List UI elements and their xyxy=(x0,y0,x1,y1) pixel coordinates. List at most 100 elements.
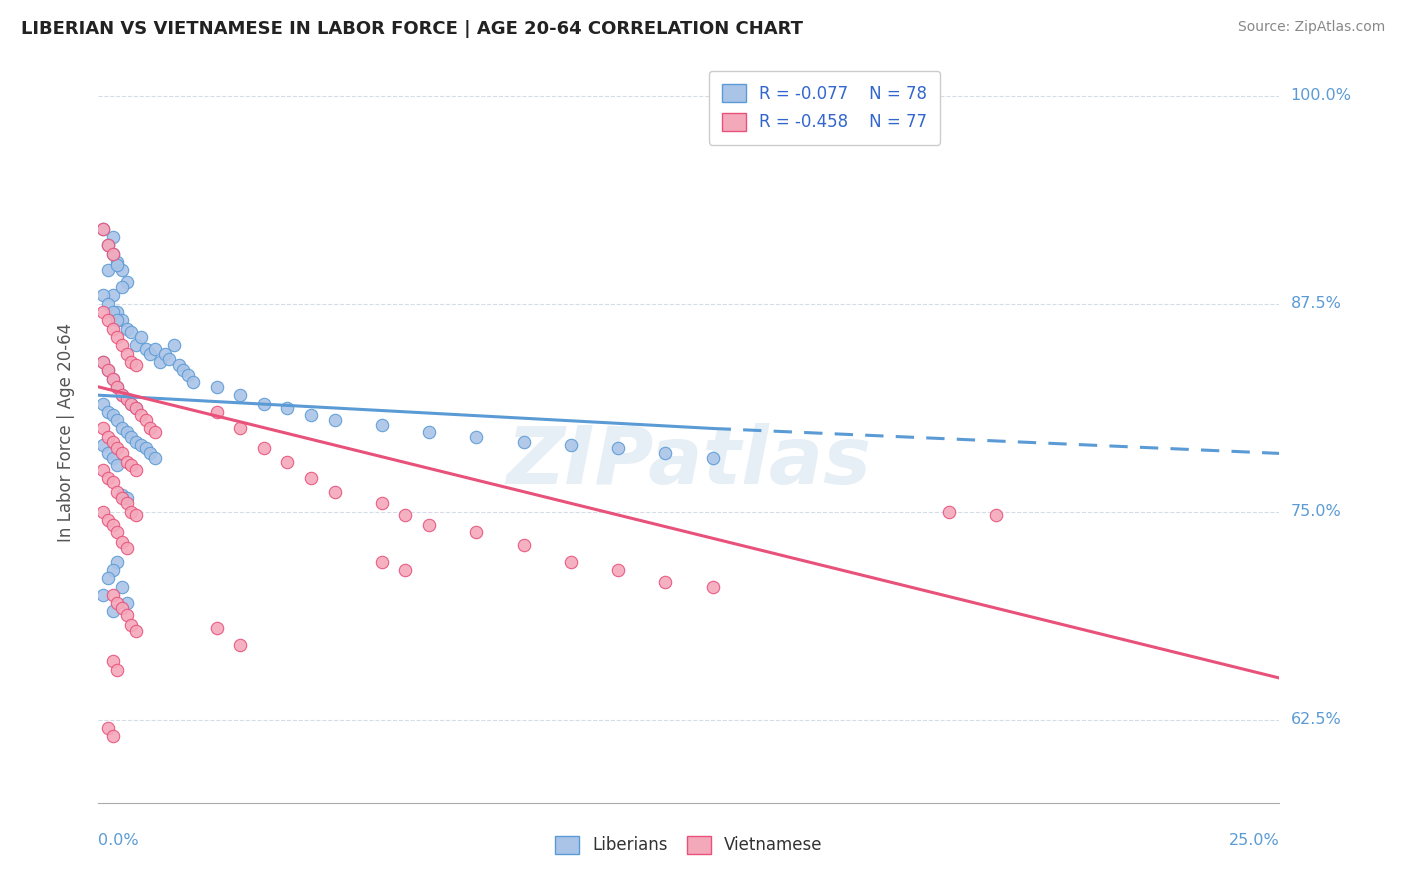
Point xyxy=(371,496,394,510)
Point xyxy=(139,446,162,460)
Point xyxy=(111,388,134,402)
Point xyxy=(105,442,128,456)
Point xyxy=(129,330,152,344)
Point xyxy=(135,442,157,456)
Point xyxy=(105,413,128,427)
Point xyxy=(418,518,440,533)
Point xyxy=(143,425,166,439)
Point xyxy=(125,434,148,449)
Point xyxy=(323,484,346,499)
Point xyxy=(101,305,124,319)
Point xyxy=(205,621,228,635)
Point xyxy=(121,617,143,632)
Point xyxy=(125,338,148,352)
Text: 87.5%: 87.5% xyxy=(1291,296,1341,311)
Point xyxy=(105,663,128,677)
Point xyxy=(796,821,818,835)
Point xyxy=(111,313,134,327)
Point xyxy=(91,355,114,369)
Point xyxy=(139,346,162,360)
Point xyxy=(101,605,124,619)
Point xyxy=(125,624,148,639)
Point xyxy=(97,363,120,377)
Point xyxy=(111,534,134,549)
Point xyxy=(121,505,143,519)
Point xyxy=(115,455,138,469)
Point xyxy=(105,305,128,319)
Point xyxy=(172,363,194,377)
Point xyxy=(253,396,276,410)
Point xyxy=(560,438,582,452)
Point xyxy=(276,455,298,469)
Point xyxy=(97,571,120,585)
Point xyxy=(111,338,134,352)
Point xyxy=(229,638,252,652)
Point xyxy=(97,238,120,252)
Text: Source: ZipAtlas.com: Source: ZipAtlas.com xyxy=(1237,20,1385,34)
Point xyxy=(125,401,148,416)
Point xyxy=(299,471,322,485)
Point xyxy=(97,513,120,527)
Point xyxy=(163,338,186,352)
Point xyxy=(105,484,128,499)
Point xyxy=(115,425,138,439)
Point xyxy=(101,230,124,244)
Point xyxy=(115,596,138,610)
Text: 25.0%: 25.0% xyxy=(1229,833,1279,848)
Point xyxy=(229,421,252,435)
Point xyxy=(105,330,128,344)
Point xyxy=(111,488,134,502)
Point xyxy=(205,405,228,419)
Point xyxy=(97,263,120,277)
Point xyxy=(121,355,143,369)
Point xyxy=(512,434,534,449)
Point xyxy=(167,358,190,372)
Point xyxy=(101,371,124,385)
Point xyxy=(125,401,148,416)
Point xyxy=(97,363,120,377)
Point xyxy=(111,491,134,506)
Point xyxy=(125,358,148,372)
Point xyxy=(465,430,488,444)
Point xyxy=(101,475,124,489)
Point xyxy=(607,563,630,577)
Text: ZIPatlas: ZIPatlas xyxy=(506,423,872,501)
Point xyxy=(129,408,152,422)
Point xyxy=(105,380,128,394)
Point xyxy=(115,392,138,406)
Point xyxy=(97,405,120,419)
Point xyxy=(229,388,252,402)
Point xyxy=(105,458,128,472)
Point xyxy=(115,491,138,506)
Text: 100.0%: 100.0% xyxy=(1291,88,1351,103)
Point xyxy=(125,463,148,477)
Point xyxy=(394,508,416,522)
Point xyxy=(111,421,134,435)
Point xyxy=(105,313,128,327)
Point xyxy=(105,524,128,539)
Point xyxy=(115,321,138,335)
Point xyxy=(105,555,128,569)
Point xyxy=(97,471,120,485)
Point xyxy=(844,829,866,843)
Point xyxy=(177,368,200,383)
Y-axis label: In Labor Force | Age 20-64: In Labor Force | Age 20-64 xyxy=(56,323,75,542)
Point xyxy=(654,574,676,589)
Point xyxy=(105,380,128,394)
Point xyxy=(115,392,138,406)
Text: 62.5%: 62.5% xyxy=(1291,712,1341,727)
Point xyxy=(101,451,124,466)
Point xyxy=(115,496,138,510)
Point xyxy=(101,563,124,577)
Point xyxy=(97,313,120,327)
Point xyxy=(121,430,143,444)
Point xyxy=(101,408,124,422)
Text: 75.0%: 75.0% xyxy=(1291,504,1341,519)
Point xyxy=(91,588,114,602)
Point xyxy=(654,446,676,460)
Point xyxy=(91,421,114,435)
Point xyxy=(181,375,204,389)
Point xyxy=(101,434,124,449)
Point xyxy=(135,342,157,356)
Point xyxy=(371,418,394,433)
